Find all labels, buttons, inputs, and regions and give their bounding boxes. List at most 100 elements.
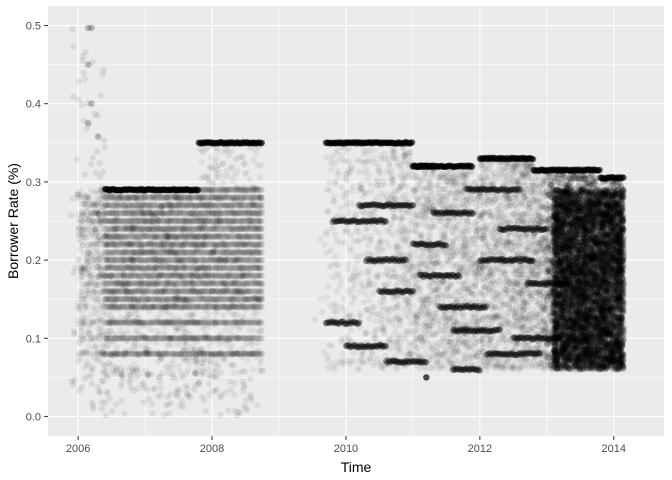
data-point	[95, 281, 103, 288]
data-point	[93, 210, 101, 218]
data-point	[146, 216, 154, 223]
data-point	[73, 156, 81, 163]
data-point	[100, 341, 107, 349]
data-point	[154, 327, 161, 335]
data-point	[191, 270, 198, 277]
data-point	[199, 393, 206, 400]
data-point	[157, 311, 164, 318]
data-point	[193, 215, 200, 222]
data-point	[88, 380, 96, 387]
data-point	[92, 240, 99, 248]
data-point	[75, 255, 83, 263]
data-point	[98, 377, 105, 384]
data-point	[258, 328, 265, 335]
data-point	[79, 295, 87, 302]
data-point	[127, 377, 134, 384]
data-point	[76, 219, 84, 226]
data-point	[202, 407, 210, 415]
data-point	[78, 212, 86, 219]
data-point	[129, 226, 136, 233]
data-point	[172, 232, 179, 240]
data-point	[246, 175, 253, 183]
data-point	[93, 257, 101, 265]
data-point	[241, 161, 248, 168]
data-point	[202, 173, 209, 180]
data-point	[195, 319, 203, 326]
data-point	[130, 361, 138, 368]
data-point	[85, 320, 93, 328]
data-point	[97, 92, 105, 99]
data-point	[104, 372, 112, 380]
data-point	[173, 391, 180, 398]
data-point	[178, 230, 185, 238]
data-point	[144, 283, 152, 290]
data-point	[212, 368, 219, 375]
data-point	[229, 226, 236, 234]
data-point	[233, 319, 240, 327]
data-point	[121, 249, 128, 256]
data-point	[220, 280, 228, 287]
data-point	[126, 240, 133, 247]
data-point	[107, 194, 115, 201]
data-point	[198, 159, 205, 166]
data-point	[199, 360, 207, 367]
data-point	[231, 391, 238, 399]
data-point	[207, 357, 215, 365]
data-point	[255, 264, 263, 272]
data-point	[233, 412, 241, 419]
data-point	[69, 25, 76, 33]
data-point	[85, 330, 93, 337]
data-point	[330, 192, 338, 200]
data-point	[121, 410, 128, 417]
data-point	[95, 229, 103, 236]
data-point	[96, 349, 104, 357]
data-point	[98, 405, 106, 412]
data-point	[253, 224, 260, 231]
data-point	[214, 361, 221, 368]
data-point	[101, 216, 109, 223]
data-point	[191, 370, 198, 377]
data-point	[77, 268, 85, 275]
data-point	[355, 168, 363, 175]
data-point	[204, 300, 211, 307]
data-point	[258, 162, 265, 169]
data-point	[218, 255, 225, 263]
data-point	[338, 184, 346, 191]
data-point	[81, 75, 89, 83]
data-point	[104, 343, 111, 350]
data-point	[231, 218, 239, 225]
data-point	[176, 341, 183, 348]
data-point	[81, 320, 89, 328]
data-point	[165, 265, 173, 273]
data-point	[168, 360, 175, 368]
data-point	[234, 289, 241, 296]
data-point	[69, 195, 76, 202]
data-point	[226, 361, 234, 368]
data-point	[323, 249, 330, 256]
data-point	[92, 169, 100, 176]
data-point	[215, 341, 223, 348]
data-point	[68, 378, 76, 385]
data-point	[101, 144, 108, 151]
data-point	[322, 231, 330, 238]
data-point	[238, 301, 245, 309]
data-point	[80, 249, 88, 256]
data-point	[84, 265, 91, 272]
data-point	[92, 246, 99, 254]
data-point	[168, 400, 175, 407]
data-point	[219, 148, 227, 156]
data-point	[156, 373, 163, 381]
data-point	[133, 325, 140, 332]
data-point	[161, 411, 168, 418]
data-point	[108, 367, 116, 374]
data-point	[179, 271, 186, 278]
data-point	[234, 154, 242, 162]
data-point	[151, 248, 158, 255]
data-point	[170, 318, 178, 325]
data-point	[71, 330, 78, 338]
data-point	[81, 211, 88, 218]
data-point	[78, 315, 86, 323]
data-point	[94, 210, 101, 217]
data-point	[96, 160, 103, 167]
data-point	[80, 69, 88, 77]
